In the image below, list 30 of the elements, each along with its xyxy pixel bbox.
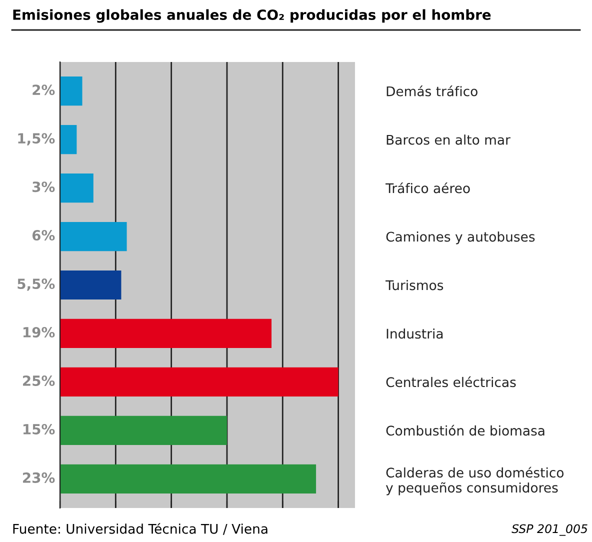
data-label: 3% [32, 182, 55, 192]
chart-title: Emisiones globales anuales de CO₂ producidas por el hombre [13, 9, 491, 23]
data-label: 5,5% [18, 278, 55, 291]
y-tick-label: Industria [386, 328, 443, 339]
y-tick-label: Centrales eléctricas [386, 376, 516, 388]
data-label: 15% [23, 424, 55, 434]
bar [60, 174, 94, 203]
bar [60, 222, 127, 252]
bar [60, 367, 338, 396]
bar [60, 318, 272, 348]
bar [60, 125, 77, 154]
bar [60, 270, 122, 300]
y-tick-label: Tráfico aéreo [386, 182, 470, 194]
y-tick-label: Barcos en alto mar [386, 134, 510, 145]
y-tick-label: Calderas de uso doméstico y pequeños consumidores [386, 466, 564, 496]
bar [60, 464, 316, 494]
data-label: 2% [32, 84, 55, 96]
data-label: 23% [23, 472, 55, 483]
data-label: 1,5% [18, 133, 55, 146]
y-tick-label: Demás tráfico [386, 86, 478, 96]
y-tick-label: Camiones y autobuses [386, 232, 535, 244]
data-label: 6% [32, 230, 55, 241]
y-tick-label: Combustión de biomasa [386, 424, 544, 436]
bar [60, 76, 82, 106]
y-tick-label: Turismos [386, 280, 444, 290]
data-label: 19% [23, 327, 55, 338]
data-label: 25% [23, 375, 55, 386]
source-note: Fuente: Universidad Técnica TU / Viena [13, 523, 268, 535]
bar [60, 416, 227, 445]
text: SSP 201_005 [512, 524, 588, 536]
